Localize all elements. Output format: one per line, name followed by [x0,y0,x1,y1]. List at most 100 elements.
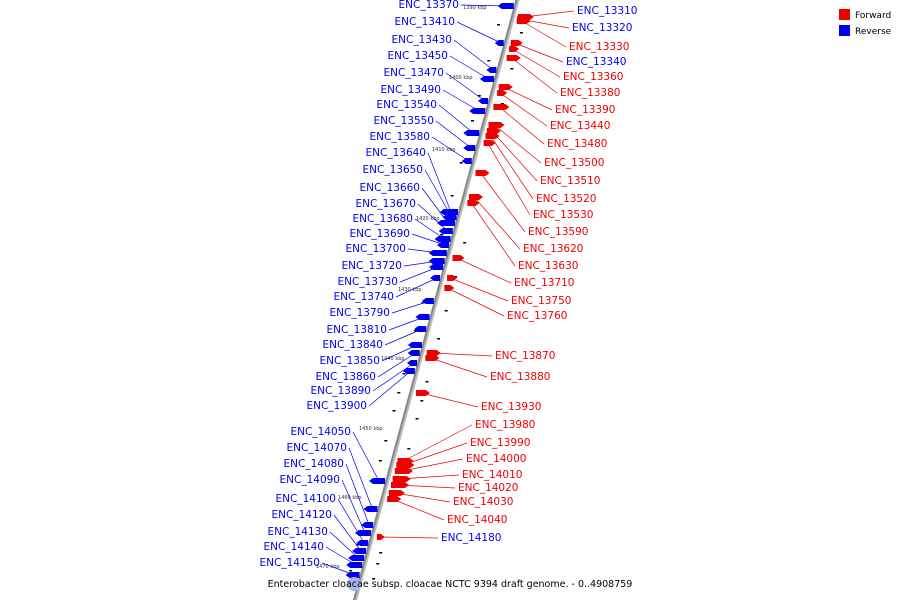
reverse-gene-feature [494,40,504,46]
reverse-gene-feature [415,314,430,320]
reverse-gene-label: ENC_14150 [260,557,320,569]
reverse-gene-feature [414,326,427,332]
reverse-gene-feature [369,478,386,484]
forward-gene-label: ENC_14030 [453,496,513,508]
reverse-gene-feature [429,264,444,270]
reverse-gene-feature [363,506,378,512]
forward-leader-line [403,442,468,466]
minor-feature [497,24,500,26]
reverse-gene-label: ENC_14070 [287,442,347,454]
reverse-leader-line [424,169,452,218]
forward-gene-feature [506,55,521,61]
reverse-leader-line [329,531,359,559]
minor-feature [453,276,457,278]
forward-gene-label: ENC_13870 [495,350,555,362]
legend-reverse-label: Reverse [855,27,892,37]
forward-gene-label: ENC_14010 [462,469,522,481]
reverse-gene-label: ENC_13730 [338,276,398,288]
reverse-gene-label: ENC_13660 [360,182,420,194]
forward-gene-label: ENC_13360 [563,71,623,83]
reverse-leader-line [427,152,452,213]
gene-features [345,3,534,591]
minor-feature [450,195,454,197]
reverse-gene-label: ENC_13430 [392,34,452,46]
forward-gene-label: ENC_13310 [577,5,637,17]
forward-leader-line [503,86,553,111]
legend: Forward Reverse [839,9,892,37]
forward-leader-line [494,124,542,164]
forward-gene-label: ENC_13520 [536,193,596,205]
forward-leader-line [511,48,561,78]
leader-lines [321,4,575,576]
forward-gene-feature [415,390,430,396]
reverse-gene-label: ENC_14140 [264,541,324,553]
forward-gene-label: ENC_13590 [528,226,588,238]
reverse-leader-line [449,55,490,80]
minor-feature [477,95,481,97]
reverse-gene-label: ENC_14120 [272,509,332,521]
legend-reverse-swatch [839,25,850,36]
reverse-leader-line [372,362,415,392]
minor-feature [378,460,382,462]
minor-feature [437,338,441,340]
reverse-leader-line [325,546,357,566]
reverse-gene-label: ENC_13720 [342,260,402,272]
reverse-gene-label: ENC_13740 [334,291,394,303]
reverse-gene-label: ENC_13850 [320,355,380,367]
forward-gene-feature [486,128,501,134]
forward-gene-label: ENC_13330 [569,41,629,53]
minor-feature [356,544,360,546]
forward-gene-feature [468,194,483,200]
reverse-gene-label: ENC_13900 [307,400,367,412]
forward-gene-label: ENC_14040 [447,514,507,526]
reverse-gene-label: ENC_13860 [316,371,376,383]
reverse-gene-label: ENC_13640 [366,147,426,159]
reverse-gene-feature [346,562,363,568]
forward-gene-feature [394,468,413,474]
forward-gene-feature [444,285,455,291]
forward-gene-feature [396,462,415,468]
reverse-gene-label: ENC_14080 [284,458,344,470]
kbp-tick: 1410 kbp [432,147,456,153]
forward-leader-line [420,392,479,408]
reverse-leader-line [395,277,438,298]
forward-gene-label: ENC_13480 [547,138,607,150]
minor-feature [376,563,380,565]
forward-leader-line [403,424,473,462]
forward-leader-line [490,135,534,200]
reverse-gene-feature [430,275,441,281]
reverse-gene-label: ENC_13690 [350,228,410,240]
forward-gene-label: ENC_13530 [533,209,593,221]
forward-gene-label: ENC_13750 [511,295,571,307]
reverse-gene-label: ENC_13410 [395,16,455,28]
reverse-gene-feature [463,130,480,136]
reverse-gene-feature [479,76,494,82]
forward-leader-line [511,57,558,94]
forward-gene-label: ENC_13990 [470,437,530,449]
reverse-gene-label: ENC_13450 [388,50,448,62]
forward-gene-feature [485,133,500,139]
forward-gene-feature [497,90,508,96]
kbp-tick: 1450 kbp [359,426,383,432]
reverse-gene-feature [407,350,420,356]
genome-backbone [353,0,520,600]
genome-caption: Enterobacter cloacae subsp. cloacae NCTC… [268,579,633,590]
reverse-leader-line [460,4,508,7]
reverse-leader-line [407,248,440,254]
reverse-gene-feature [436,220,455,226]
reverse-gene-feature [442,214,457,220]
forward-gene-label: ENC_13440 [550,120,610,132]
reverse-gene-label: ENC_13470 [384,67,444,79]
minor-feature [487,60,491,62]
forward-leader-line [487,142,531,216]
reverse-leader-line [399,266,439,283]
reverse-leader-line [391,300,430,314]
reverse-leader-line [411,233,446,246]
forward-gene-feature [452,255,465,261]
forward-leader-line [397,484,456,489]
minor-feature [384,440,388,442]
forward-leader-line [519,18,570,29]
forward-leader-line [399,474,460,480]
reverse-gene-feature [463,145,476,151]
reverse-gene-label: ENC_13490 [381,84,441,96]
